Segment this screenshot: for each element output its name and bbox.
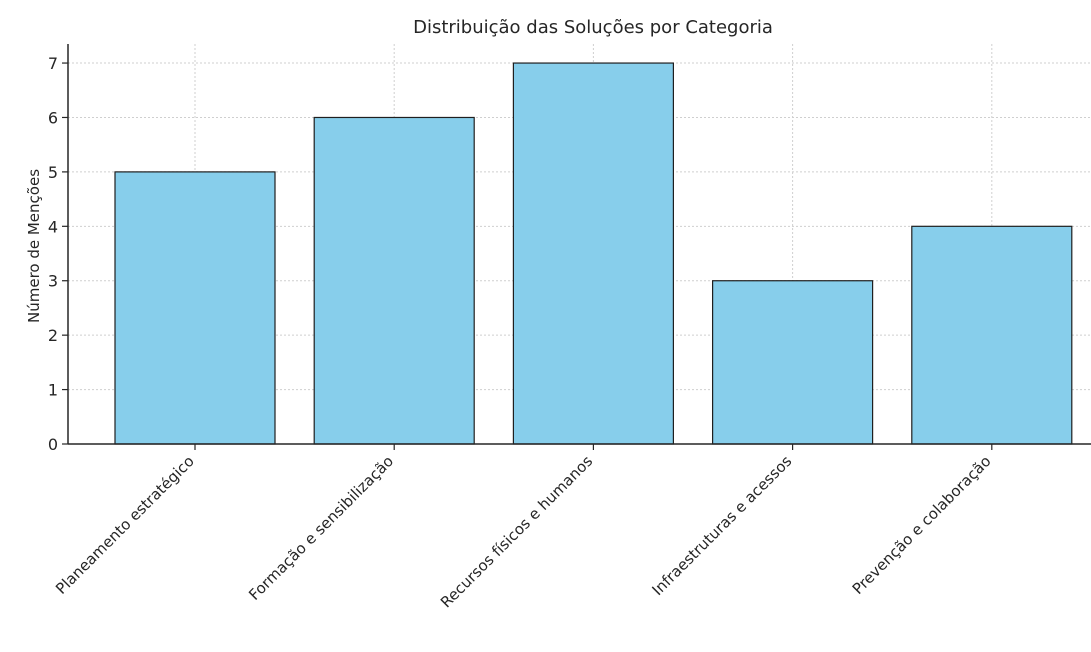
- y-ticks: 0 1 2 3 4 5 6 7: [48, 54, 68, 454]
- y-tick-label-4: 4: [48, 217, 58, 236]
- bar-2: [512, 62, 675, 445]
- chart-title: Distribuição das Soluções por Categoria: [413, 17, 773, 38]
- y-tick-label-3: 3: [48, 272, 58, 291]
- y-tick-label-2: 2: [48, 326, 58, 345]
- y-tick-label-1: 1: [48, 381, 58, 400]
- bar-0: [114, 171, 276, 445]
- y-axis-label: Número de Menções: [25, 169, 43, 323]
- x-tick-label-1: Formação e sensibilização: [245, 452, 397, 604]
- y-tick-label-5: 5: [48, 163, 58, 182]
- y-tick-label-7: 7: [48, 54, 58, 73]
- bar-1: [313, 116, 475, 445]
- bar-4: [911, 225, 1073, 445]
- bars: [114, 62, 1073, 445]
- bar-3: [711, 280, 874, 445]
- axes: [67, 44, 1091, 445]
- x-ticks: Planeamento estratégico Formação e sensib…: [52, 444, 995, 611]
- x-tick-label-2: Recursos físicos e humanos: [437, 452, 596, 611]
- x-tick-label-3: Infraestruturas e acessos: [648, 452, 795, 599]
- y-tick-label-6: 6: [48, 108, 58, 127]
- x-tick-label-4: Prevenção e colaboração: [849, 452, 995, 598]
- x-tick-label-0: Planeamento estratégico: [52, 452, 198, 598]
- y-tick-label-0: 0: [48, 435, 58, 454]
